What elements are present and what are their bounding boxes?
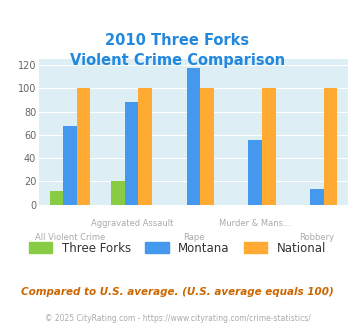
Text: Aggravated Assault: Aggravated Assault	[91, 219, 173, 228]
Bar	[324, 88, 337, 205]
Bar	[262, 88, 275, 205]
Text: All Violent Crime: All Violent Crime	[35, 233, 105, 242]
Legend: Three Forks, Montana, National: Three Forks, Montana, National	[24, 237, 331, 259]
Bar	[138, 88, 152, 205]
Bar	[77, 88, 90, 205]
Text: © 2025 CityRating.com - https://www.cityrating.com/crime-statistics/: © 2025 CityRating.com - https://www.city…	[45, 314, 310, 323]
Bar	[63, 126, 77, 205]
Bar	[248, 140, 262, 205]
Bar	[310, 189, 324, 205]
Bar	[187, 68, 200, 205]
Bar	[50, 191, 63, 205]
Bar	[111, 182, 125, 205]
Text: Robbery: Robbery	[300, 233, 334, 242]
Text: Violent Crime Comparison: Violent Crime Comparison	[70, 53, 285, 68]
Text: Compared to U.S. average. (U.S. average equals 100): Compared to U.S. average. (U.S. average …	[21, 287, 334, 297]
Bar	[125, 102, 138, 205]
Text: 2010 Three Forks: 2010 Three Forks	[105, 33, 250, 48]
Text: Murder & Mans...: Murder & Mans...	[219, 219, 291, 228]
Text: Rape: Rape	[183, 233, 204, 242]
Bar	[200, 88, 214, 205]
